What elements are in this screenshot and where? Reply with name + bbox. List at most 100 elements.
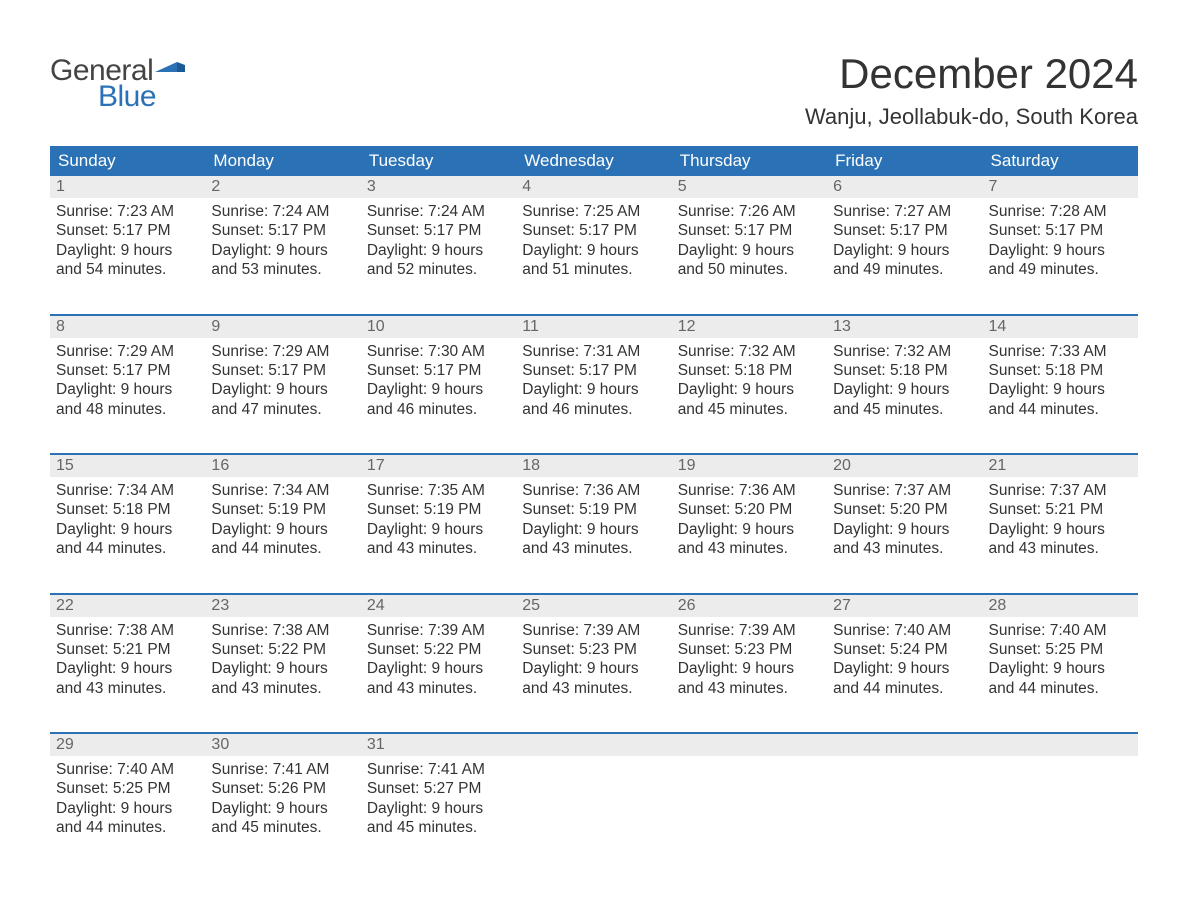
sunrise-line: Sunrise: 7:41 AM xyxy=(211,760,354,779)
sunset-line: Sunset: 5:21 PM xyxy=(989,500,1132,519)
day-number-cell: 26 xyxy=(672,594,827,617)
day-number-cell: 28 xyxy=(983,594,1138,617)
daylight-line-2: and 46 minutes. xyxy=(367,400,510,419)
daylight-line-2: and 49 minutes. xyxy=(989,260,1132,279)
sunrise-line: Sunrise: 7:30 AM xyxy=(367,342,510,361)
sunset-line: Sunset: 5:17 PM xyxy=(211,361,354,380)
sunset-line: Sunset: 5:17 PM xyxy=(989,221,1132,240)
daylight-line-1: Daylight: 9 hours xyxy=(56,380,199,399)
sunrise-line: Sunrise: 7:32 AM xyxy=(833,342,976,361)
day-header: Saturday xyxy=(983,146,1138,176)
day-number-cell: 27 xyxy=(827,594,982,617)
daylight-line-1: Daylight: 9 hours xyxy=(56,659,199,678)
day-content-cell: Sunrise: 7:34 AMSunset: 5:19 PMDaylight:… xyxy=(205,477,360,563)
sunrise-line: Sunrise: 7:35 AM xyxy=(367,481,510,500)
sunrise-line: Sunrise: 7:29 AM xyxy=(211,342,354,361)
sunset-line: Sunset: 5:17 PM xyxy=(678,221,821,240)
day-content-row: Sunrise: 7:40 AMSunset: 5:25 PMDaylight:… xyxy=(50,756,1138,842)
location-text: Wanju, Jeollabuk-do, South Korea xyxy=(805,104,1138,130)
day-number-cell: 7 xyxy=(983,176,1138,198)
sunrise-line: Sunrise: 7:40 AM xyxy=(989,621,1132,640)
week-separator-cell xyxy=(50,563,1138,594)
daylight-line-2: and 49 minutes. xyxy=(833,260,976,279)
daylight-line-1: Daylight: 9 hours xyxy=(56,799,199,818)
day-content-cell: Sunrise: 7:38 AMSunset: 5:22 PMDaylight:… xyxy=(205,617,360,703)
daylight-line-2: and 44 minutes. xyxy=(56,539,199,558)
day-content-cell: Sunrise: 7:41 AMSunset: 5:27 PMDaylight:… xyxy=(361,756,516,842)
day-header: Sunday xyxy=(50,146,205,176)
daylight-line-1: Daylight: 9 hours xyxy=(989,520,1132,539)
day-content-cell: Sunrise: 7:29 AMSunset: 5:17 PMDaylight:… xyxy=(205,338,360,424)
day-number-cell: 15 xyxy=(50,454,205,477)
day-content-cell: Sunrise: 7:33 AMSunset: 5:18 PMDaylight:… xyxy=(983,338,1138,424)
daylight-line-2: and 52 minutes. xyxy=(367,260,510,279)
daylight-line-2: and 45 minutes. xyxy=(211,818,354,837)
sunset-line: Sunset: 5:23 PM xyxy=(522,640,665,659)
day-number-cell xyxy=(516,733,671,756)
sunset-line: Sunset: 5:17 PM xyxy=(522,361,665,380)
daylight-line-2: and 54 minutes. xyxy=(56,260,199,279)
sunset-line: Sunset: 5:19 PM xyxy=(211,500,354,519)
sunset-line: Sunset: 5:17 PM xyxy=(56,361,199,380)
day-content-cell: Sunrise: 7:28 AMSunset: 5:17 PMDaylight:… xyxy=(983,198,1138,284)
day-number-cell: 2 xyxy=(205,176,360,198)
sunset-line: Sunset: 5:24 PM xyxy=(833,640,976,659)
sunrise-line: Sunrise: 7:25 AM xyxy=(522,202,665,221)
sunset-line: Sunset: 5:26 PM xyxy=(211,779,354,798)
day-number-cell: 20 xyxy=(827,454,982,477)
day-number-row: 1234567 xyxy=(50,176,1138,198)
daylight-line-1: Daylight: 9 hours xyxy=(833,380,976,399)
sunset-line: Sunset: 5:21 PM xyxy=(56,640,199,659)
daylight-line-2: and 45 minutes. xyxy=(678,400,821,419)
day-content-cell: Sunrise: 7:30 AMSunset: 5:17 PMDaylight:… xyxy=(361,338,516,424)
daylight-line-1: Daylight: 9 hours xyxy=(211,799,354,818)
day-content-cell: Sunrise: 7:37 AMSunset: 5:20 PMDaylight:… xyxy=(827,477,982,563)
day-number-cell: 5 xyxy=(672,176,827,198)
day-content-cell: Sunrise: 7:24 AMSunset: 5:17 PMDaylight:… xyxy=(205,198,360,284)
sunrise-line: Sunrise: 7:38 AM xyxy=(211,621,354,640)
day-header: Monday xyxy=(205,146,360,176)
daylight-line-1: Daylight: 9 hours xyxy=(833,659,976,678)
daylight-line-2: and 43 minutes. xyxy=(367,539,510,558)
sunset-line: Sunset: 5:18 PM xyxy=(989,361,1132,380)
day-number-cell xyxy=(672,733,827,756)
day-header: Friday xyxy=(827,146,982,176)
sunrise-line: Sunrise: 7:33 AM xyxy=(989,342,1132,361)
sunrise-line: Sunrise: 7:34 AM xyxy=(211,481,354,500)
sunset-line: Sunset: 5:22 PM xyxy=(367,640,510,659)
daylight-line-2: and 43 minutes. xyxy=(989,539,1132,558)
day-content-cell: Sunrise: 7:32 AMSunset: 5:18 PMDaylight:… xyxy=(827,338,982,424)
day-number-cell: 8 xyxy=(50,315,205,338)
calendar-head: SundayMondayTuesdayWednesdayThursdayFrid… xyxy=(50,146,1138,176)
daylight-line-1: Daylight: 9 hours xyxy=(678,520,821,539)
day-number-cell: 4 xyxy=(516,176,671,198)
daylight-line-1: Daylight: 9 hours xyxy=(56,241,199,260)
sunset-line: Sunset: 5:27 PM xyxy=(367,779,510,798)
daylight-line-1: Daylight: 9 hours xyxy=(522,380,665,399)
daylight-line-2: and 44 minutes. xyxy=(833,679,976,698)
day-content-row: Sunrise: 7:29 AMSunset: 5:17 PMDaylight:… xyxy=(50,338,1138,424)
day-content-cell: Sunrise: 7:26 AMSunset: 5:17 PMDaylight:… xyxy=(672,198,827,284)
daylight-line-1: Daylight: 9 hours xyxy=(367,520,510,539)
sunset-line: Sunset: 5:19 PM xyxy=(522,500,665,519)
daylight-line-1: Daylight: 9 hours xyxy=(367,659,510,678)
day-number-row: 891011121314 xyxy=(50,315,1138,338)
daylight-line-2: and 46 minutes. xyxy=(522,400,665,419)
day-content-cell: Sunrise: 7:40 AMSunset: 5:25 PMDaylight:… xyxy=(50,756,205,842)
day-number-cell: 21 xyxy=(983,454,1138,477)
sunset-line: Sunset: 5:25 PM xyxy=(56,779,199,798)
sunset-line: Sunset: 5:18 PM xyxy=(833,361,976,380)
day-content-cell xyxy=(672,756,827,842)
sunrise-line: Sunrise: 7:39 AM xyxy=(367,621,510,640)
day-content-cell xyxy=(516,756,671,842)
day-content-cell: Sunrise: 7:34 AMSunset: 5:18 PMDaylight:… xyxy=(50,477,205,563)
sunrise-line: Sunrise: 7:37 AM xyxy=(833,481,976,500)
day-content-cell: Sunrise: 7:27 AMSunset: 5:17 PMDaylight:… xyxy=(827,198,982,284)
daylight-line-2: and 51 minutes. xyxy=(522,260,665,279)
daylight-line-2: and 43 minutes. xyxy=(56,679,199,698)
daylight-line-2: and 43 minutes. xyxy=(522,539,665,558)
daylight-line-2: and 43 minutes. xyxy=(833,539,976,558)
sunrise-line: Sunrise: 7:24 AM xyxy=(211,202,354,221)
day-content-cell: Sunrise: 7:36 AMSunset: 5:20 PMDaylight:… xyxy=(672,477,827,563)
sunrise-line: Sunrise: 7:40 AM xyxy=(56,760,199,779)
